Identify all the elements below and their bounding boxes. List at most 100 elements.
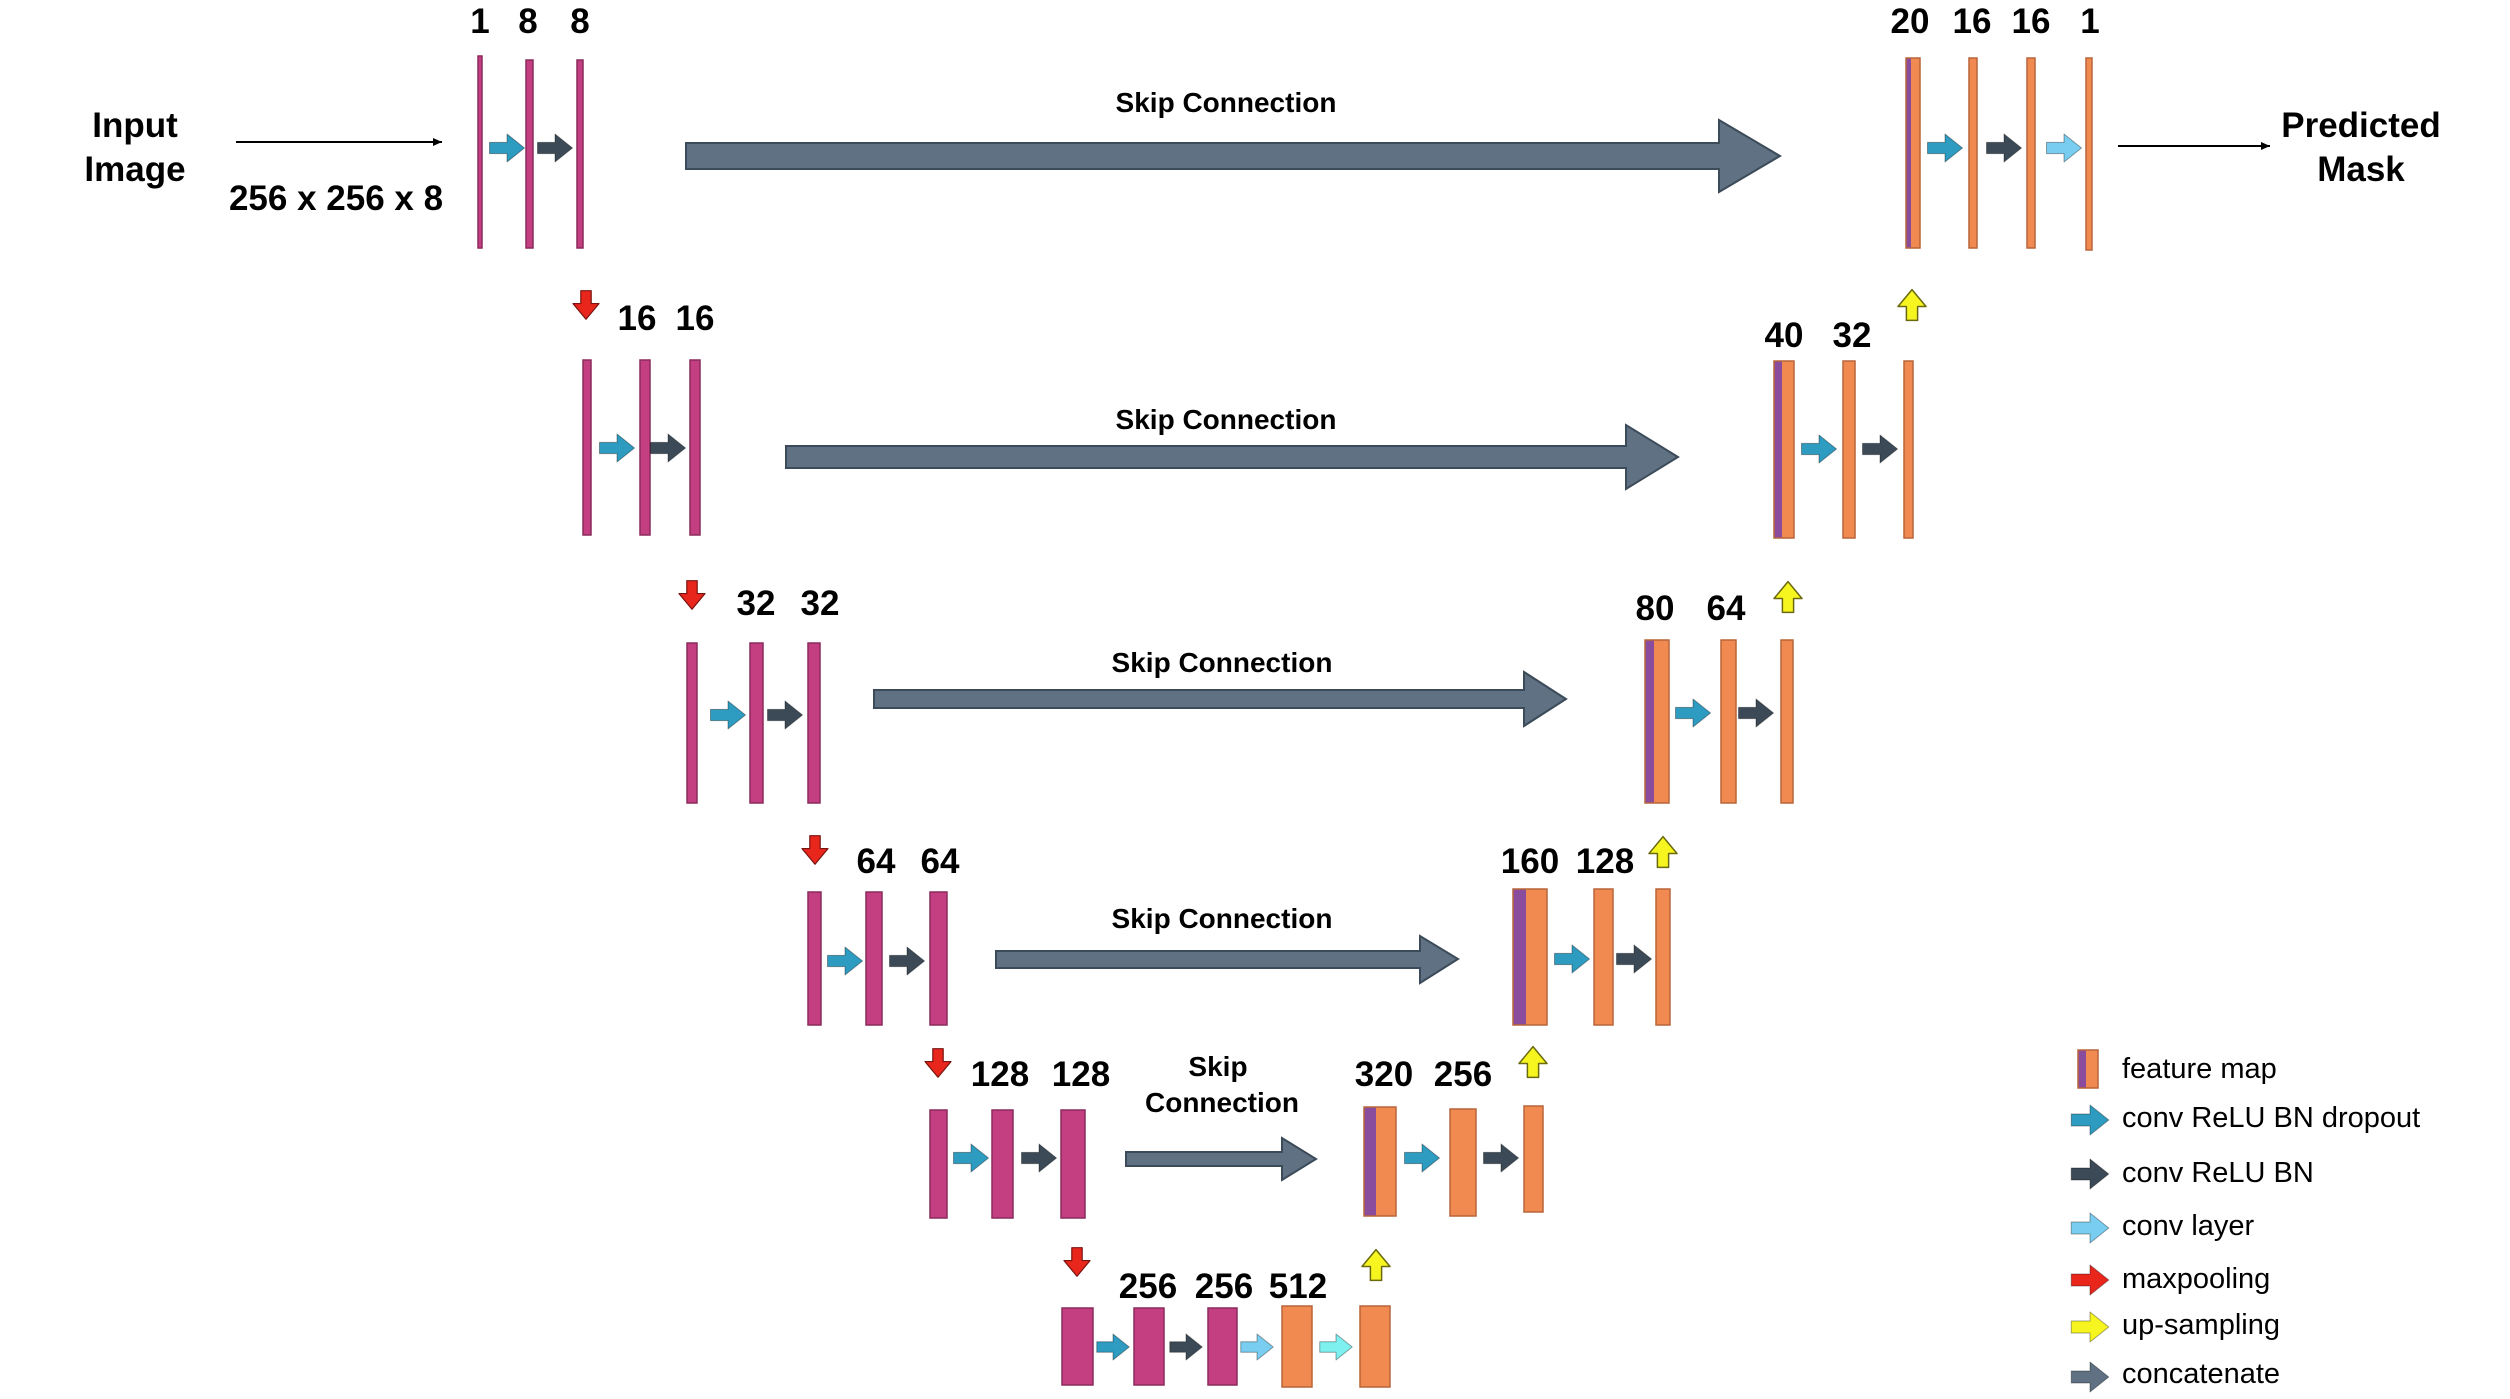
- enc-l1-label-1: 1: [470, 2, 489, 41]
- dec-l1-conv-layer-arrow: [2046, 133, 2082, 163]
- enc-l5-map-3: [1060, 1109, 1086, 1219]
- dec-l1-map-4: [2085, 57, 2093, 251]
- legend-concatenate-icon: [2070, 1361, 2110, 1393]
- enc-l5-label-2: 128: [1052, 1055, 1110, 1094]
- legend-feature-map-label: feature map: [2122, 1053, 2277, 1085]
- dec-l2-label-2: 32: [1833, 316, 1872, 355]
- dec-l1-map-3: [2026, 57, 2036, 249]
- skip-label-5-line2: Connection: [1145, 1087, 1299, 1118]
- skip-connection-2: [785, 423, 1680, 491]
- enc-l1-label-2: 8: [518, 2, 537, 41]
- enc-l1-map-1: [477, 55, 483, 249]
- bottleneck-map-2: [1133, 1307, 1165, 1386]
- legend-conv-dropout-icon: [2070, 1104, 2110, 1136]
- dec-l4-conv-dropout-arrow: [1554, 944, 1590, 974]
- encoder-labels: 1 8 8 16 16 32 32 64 64 128 128 256 256 …: [470, 2, 1327, 1306]
- enc-l2-map-1: [582, 359, 592, 536]
- skip-connection-4: [995, 934, 1460, 985]
- dec-l2-map-3: [1903, 360, 1914, 539]
- enc-l3-map-3: [807, 642, 821, 804]
- output-label-line1: Predicted: [2281, 106, 2441, 145]
- dec-l5-label-2: 256: [1434, 1055, 1492, 1094]
- dec-l2-conv-bn-arrow: [1862, 434, 1898, 464]
- enc-l4-conv-dropout-arrow: [827, 946, 863, 976]
- enc-l3-maxpool-arrow: [678, 580, 706, 610]
- enc-l4-map-3: [929, 891, 948, 1026]
- bottleneck-map-4: [1281, 1305, 1313, 1388]
- enc-l1-conv-dropout-arrow: [489, 133, 525, 163]
- bottleneck-label-3: 512: [1269, 1267, 1327, 1306]
- enc-l5-conv-bn-arrow: [1021, 1143, 1057, 1173]
- enc-l3-conv-bn-arrow: [767, 700, 803, 730]
- input-shape-label: 256 x 256 x 8: [229, 179, 443, 218]
- bottleneck-map-1: [1061, 1307, 1094, 1386]
- dec-l5-upsample-arrow: [1518, 1045, 1548, 1079]
- dec-l4-map-1: [1512, 888, 1548, 1026]
- bottleneck-conv-layer-arrow: [1240, 1333, 1274, 1361]
- dec-l2-label-1: 40: [1765, 316, 1804, 355]
- dec-l4-label-1: 160: [1501, 842, 1559, 881]
- enc-l3-map-1: [686, 642, 698, 804]
- input-label-line2: Image: [84, 150, 185, 189]
- legend-maxpooling-label: maxpooling: [2122, 1263, 2270, 1295]
- skip-label-1: Skip Connection: [1116, 87, 1337, 118]
- enc-l4-map-2: [865, 891, 883, 1026]
- enc-l2-map-2: [639, 359, 651, 536]
- dec-l2-map-2: [1842, 360, 1856, 539]
- dec-l1-conv-dropout-arrow: [1927, 133, 1963, 163]
- dec-l5-map-2: [1449, 1108, 1477, 1217]
- enc-l2-maxpool-arrow: [572, 290, 600, 320]
- dec-l3-conv-bn-arrow: [1738, 698, 1774, 728]
- dec-l2-upsample-arrow: [1897, 288, 1927, 322]
- enc-l1-map-3: [576, 59, 584, 249]
- legend-maxpool-icon: [2070, 1264, 2110, 1296]
- enc-l5-conv-dropout-arrow: [953, 1143, 989, 1173]
- enc-l2-conv-bn-arrow: [650, 433, 686, 463]
- enc-l3-map-2: [749, 642, 764, 804]
- dec-l5-map-1: [1363, 1106, 1397, 1217]
- enc-l3-label-1: 32: [737, 584, 776, 623]
- decoder-labels: 20 16 16 1 40 32 80 64 160 128 320 256: [1355, 2, 2100, 1094]
- legend-upsample-icon: [2070, 1311, 2110, 1343]
- legend-conv-relu-bn-dropout-label: conv ReLU BN dropout: [2122, 1102, 2420, 1134]
- enc-l4-map-1: [807, 891, 822, 1026]
- enc-l2-map-3: [689, 359, 701, 536]
- dec-l5-conv-bn-arrow: [1483, 1143, 1519, 1173]
- dec-l4-upsample-arrow: [1648, 835, 1678, 869]
- enc-l1-label-3: 8: [570, 2, 589, 41]
- dec-l1-label-1: 20: [1891, 2, 1930, 41]
- dec-l4-conv-bn-arrow: [1616, 944, 1652, 974]
- legend-conv-relu-bn-label: conv ReLU BN: [2122, 1157, 2314, 1189]
- dec-l3-map-3: [1780, 639, 1794, 804]
- legend-conv-bn-icon: [2070, 1158, 2110, 1190]
- feature-maps: [477, 55, 2093, 1388]
- dec-l1-label-4: 1: [2080, 2, 2099, 41]
- dec-l3-label-2: 64: [1707, 589, 1746, 628]
- legend: feature map conv ReLU BN dropout conv Re…: [2070, 1049, 2420, 1393]
- skip-connection-1: [685, 118, 1782, 194]
- enc-l5-maxpool-arrow: [924, 1048, 952, 1078]
- enc-l2-label-2: 16: [676, 299, 715, 338]
- dec-l4-map-2: [1593, 888, 1614, 1026]
- dec-l3-map-1: [1644, 639, 1670, 804]
- enc-l4-label-2: 64: [921, 842, 960, 881]
- dec-l1-conv-bn-arrow: [1986, 133, 2022, 163]
- dec-l5-conv-dropout-arrow: [1404, 1143, 1440, 1173]
- enc-l2-label-1: 16: [618, 299, 657, 338]
- dec-l4-map-3: [1655, 888, 1671, 1026]
- bottleneck-conv-bn-arrow: [1169, 1333, 1203, 1361]
- dec-l3-map-2: [1720, 639, 1737, 804]
- legend-conv-layer-label: conv layer: [2122, 1210, 2255, 1242]
- skip-label-5-line1: Skip: [1188, 1051, 1247, 1082]
- dec-l5-label-1: 320: [1355, 1055, 1413, 1094]
- skip-connection-3: [873, 670, 1568, 728]
- operation-arrows: [489, 133, 2082, 1361]
- bottleneck-conv-dropout-arrow: [1096, 1333, 1130, 1361]
- enc-l2-conv-dropout-arrow: [599, 433, 635, 463]
- enc-l4-conv-bn-arrow: [889, 946, 925, 976]
- legend-up-sampling-label: up-sampling: [2122, 1309, 2280, 1341]
- skip-connection-5: [1125, 1136, 1318, 1182]
- bottleneck-map-3: [1207, 1307, 1238, 1386]
- bottleneck-maxpool-arrow: [1063, 1247, 1091, 1277]
